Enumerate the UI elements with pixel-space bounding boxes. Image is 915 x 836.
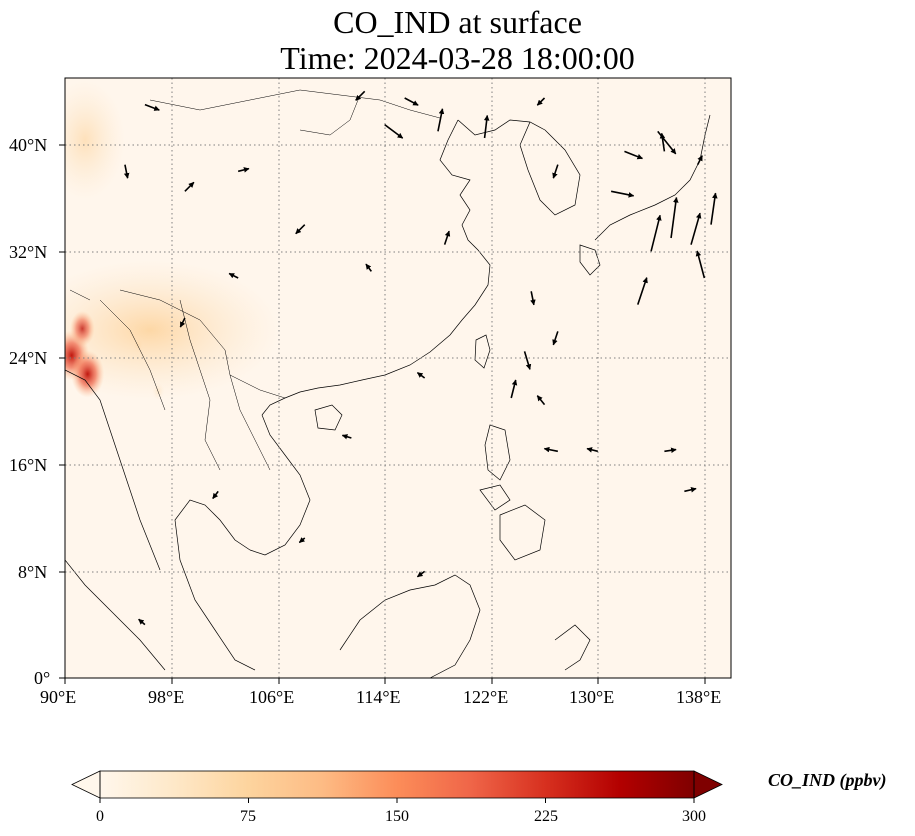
colorbar-ticks [100,798,694,803]
co-hotspot [71,350,104,397]
lat-tick-label: 40°N [9,135,47,155]
lat-tick-label: 8°N [18,562,47,582]
colorbar-extend-low [72,771,100,798]
lon-tick-label: 114°E [356,687,401,707]
co-hotspot [70,311,95,346]
lon-tick-label: 130°E [569,687,614,707]
field-haze-indochina [20,260,280,400]
lat-tick-label: 0° [34,668,50,688]
colorbar-label: CO_IND (ppbv) [768,770,887,791]
lat-tick-label: 16°N [9,455,47,475]
lon-tick-label: 122°E [463,687,508,707]
lat-tick-label: 32°N [9,242,47,262]
lon-tick-label: 138°E [676,687,721,707]
lat-tick-label: 24°N [9,348,47,368]
colorbar-tick-label: 225 [534,808,558,826]
lon-tick-label: 98°E [148,687,184,707]
colorbar-body [100,771,694,798]
colorbar-tick-label: 0 [96,808,104,826]
co-hotspot [132,335,145,354]
colorbar-tick-label: 300 [682,808,706,826]
lon-tick-label: 90°E [40,687,76,707]
colorbar-extend-high [694,771,722,798]
field-haze-northwest [45,80,125,200]
colorbar-tick-label: 150 [385,808,409,826]
colorbar-tick-label: 75 [240,808,256,826]
lon-tick-label: 106°E [249,687,294,707]
